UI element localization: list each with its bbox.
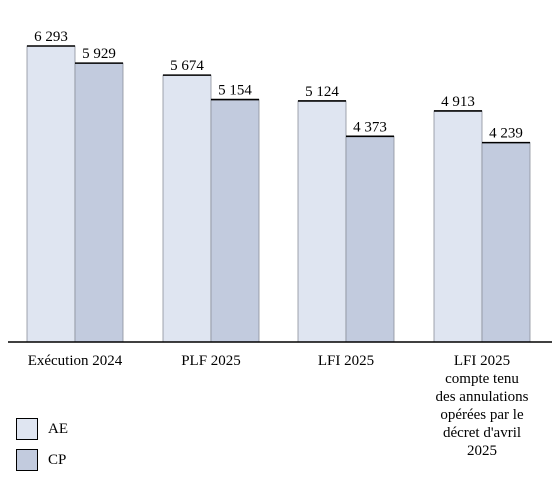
legend-label-ae: AE [48, 421, 68, 437]
bar-cp-1 [210, 99, 260, 343]
x-tick-label-3: LFI 2025 compte tenu des annulations opérée… [435, 353, 529, 459]
legend-swatch-ae [16, 418, 38, 440]
data-label-ae-3: 4 913 [441, 94, 475, 110]
bar-cp-2 [345, 135, 395, 343]
bar-cp-0 [74, 62, 124, 343]
data-label-cp-3: 4 239 [489, 126, 523, 142]
bar-ae-2 [297, 100, 347, 343]
legend-item-cp: CP [16, 449, 116, 473]
data-label-ae-0: 6 293 [34, 29, 68, 45]
legend-swatch-cp [16, 449, 38, 471]
bar-ae-0 [26, 45, 76, 343]
data-label-cp-2: 4 373 [353, 119, 387, 135]
x-tick-label-0: Exécution 2024 [27, 353, 123, 369]
x-tick-label-1: PLF 2025 [181, 353, 241, 369]
legend: AE CP [16, 418, 116, 480]
bar-ae-3 [433, 110, 483, 343]
data-label-ae-2: 5 124 [305, 84, 339, 100]
data-label-ae-1: 5 674 [170, 58, 204, 74]
legend-item-ae: AE [16, 418, 116, 442]
x-tick-label-2: LFI 2025 [317, 353, 375, 369]
bar-cp-3 [481, 142, 531, 343]
data-label-cp-0: 5 929 [82, 46, 116, 62]
bar-ae-1 [162, 74, 212, 343]
data-label-cp-1: 5 154 [218, 83, 252, 99]
legend-label-cp: CP [48, 452, 67, 468]
